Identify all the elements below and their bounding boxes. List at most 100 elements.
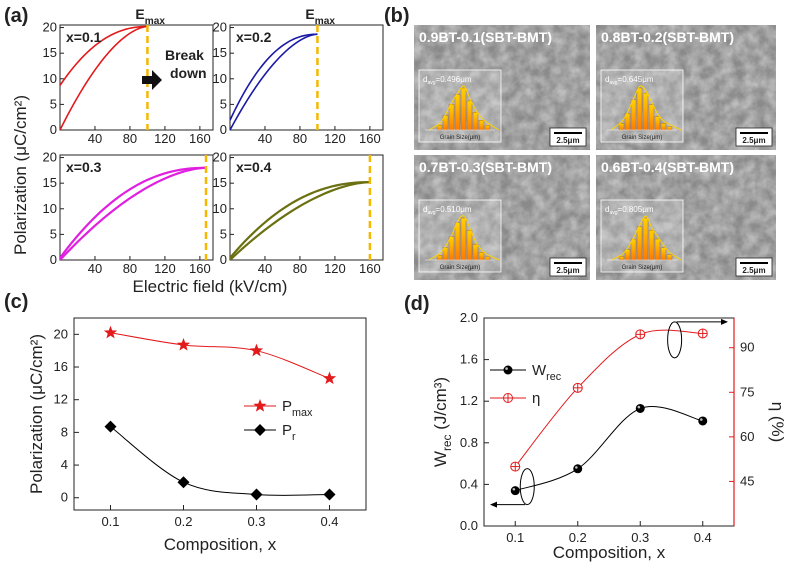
data-point-crosscircle: [635, 329, 646, 340]
inset-y-tick-label: 20: [213, 20, 227, 35]
y-left-tick-label: 0.0: [460, 518, 478, 533]
emax-label-sub: max: [315, 16, 336, 27]
data-point-circle-highlight: [512, 487, 516, 491]
panel-c-polarization-chart: 0.1 0.2 0.3 0.4 0 4 8 12 16 20 Composition, x Polar…: [27, 317, 367, 554]
y-left-tick-label: 1.2: [460, 393, 478, 408]
x-tick-label: 0.2: [569, 530, 587, 545]
grain-average-label: davg=0.496μm: [423, 75, 472, 86]
inset-y-tick-label: 20: [43, 150, 57, 165]
legend-label-sub: r: [292, 431, 296, 443]
histogram-bar: [636, 87, 643, 131]
data-point-crosscircle: [697, 328, 708, 339]
grain-d-symbol: d: [605, 75, 609, 84]
panel-a-ylabel: Polarization (μC/cm²): [11, 95, 30, 255]
y-left-tick-label: 0.4: [460, 476, 478, 491]
inset-x-tick-label: 80: [293, 261, 307, 276]
sem-composition-label: 0.6BT-0.4(SBT-BMT): [601, 159, 734, 175]
data-point-star: [249, 343, 264, 357]
histogram-x-label: Grain Size(μm): [622, 135, 662, 141]
y-axis-title: Polarization (μC/cm²): [27, 334, 46, 494]
histogram-bar: [618, 256, 625, 261]
legend-circle-marker-highlight: [505, 367, 508, 370]
legend-label-main: P: [282, 398, 292, 415]
legend-label: Wrec: [532, 362, 562, 383]
histogram-bar: [660, 247, 667, 261]
x-tick-label: 0.1: [506, 530, 524, 545]
emax-label: Emax: [135, 6, 165, 27]
y-left-tick-label: 1.6: [460, 352, 478, 367]
inset-y-tick-label: 0: [220, 252, 227, 267]
histogram-bar: [660, 123, 667, 131]
loop-charging-curve: [230, 181, 370, 260]
y-left-axis-title: Wrec (J/cm³): [431, 377, 454, 467]
breakdown-label-line1: Break: [165, 47, 204, 63]
data-point-circle-body: [510, 486, 520, 496]
y-right-tick-label: 75: [740, 384, 754, 399]
grain-d-symbol: d: [423, 75, 427, 84]
legend-label-sub: rec: [546, 371, 562, 383]
data-point-circle: [698, 416, 708, 426]
histogram-bar: [478, 252, 485, 261]
x-tick-label: 0.2: [174, 514, 192, 529]
inset-y-tick-label: 10: [213, 71, 227, 86]
y-left-title-sub: rec: [440, 434, 454, 451]
data-point-circle-body: [573, 464, 583, 474]
panel-label-c: (c): [4, 291, 28, 313]
sem-composition-label: 0.9BT-0.1(SBT-BMT): [419, 29, 552, 45]
legend-label: Pmax: [282, 398, 313, 419]
histogram-bar: [618, 123, 625, 131]
inset-x-tick-label: 160: [189, 131, 211, 146]
inset-composition-label: x=0.2: [236, 29, 272, 45]
histogram-fit-curve: [428, 215, 500, 261]
histogram-bar: [448, 103, 455, 131]
grain-d-sub: avg: [609, 80, 617, 86]
panel-d-energy-storage-chart: 0.1 0.2 0.3 0.4 0.0 0.4 0.8 1.2 1.6 2.0 45 60 75 90 Co…: [431, 310, 786, 562]
data-point-star: [322, 371, 337, 385]
sem-image-1: 0.9BT-0.1(SBT-BMT) 2.5μm davg=0.496μm Grain…: [414, 25, 590, 150]
data-point-diamond: [250, 488, 263, 501]
histogram-x-label: Grain Size(μm): [440, 135, 480, 141]
inset-frame: [59, 154, 214, 261]
histogram-bar: [466, 230, 473, 261]
y-tick-label: 12: [54, 392, 68, 407]
loop-charging-curve: [230, 33, 318, 130]
inset-frame: [59, 24, 214, 131]
inset-y-tick-label: 5: [50, 226, 57, 241]
series-line-1: [514, 329, 703, 467]
inset-x-tick-label: 120: [324, 131, 346, 146]
data-point-diamond: [104, 420, 117, 433]
inset-y-tick-label: 10: [43, 201, 57, 216]
loop-discharging-curve: [230, 181, 370, 259]
legend-circle-marker: [503, 365, 513, 375]
panel-label-a: (a): [4, 5, 28, 27]
histogram-bar: [648, 104, 655, 131]
loop-charging-curve: [60, 166, 207, 260]
inset-y-tick-label: 5: [50, 96, 57, 111]
histogram-bar: [654, 116, 661, 131]
hysteresis-inset-4: 40 80 120 160 0 5 10 15 20 x=0.4: [213, 150, 384, 276]
right-arrow-icon: [721, 318, 728, 325]
breakdown-annotation: Break down: [142, 47, 207, 90]
legend-label: Pr: [282, 422, 296, 443]
grain-average-label: davg=0.805μm: [605, 205, 654, 216]
inset-x-tick-label: 80: [293, 131, 307, 146]
scale-bar-label: 2.5μm: [742, 136, 765, 145]
histogram-bar: [484, 256, 491, 261]
y-left-title-unit: (J/cm³): [431, 377, 450, 435]
inset-x-tick-label: 80: [123, 261, 137, 276]
left-axis-indicator-ellipse: [519, 468, 535, 506]
histogram-bar: [484, 124, 491, 131]
plot-frame: [483, 317, 735, 527]
data-point-crosscircle: [510, 461, 521, 472]
legend-star-marker: [253, 399, 267, 412]
x-tick-label: 0.4: [320, 514, 338, 529]
inset-y-tick-label: 15: [43, 45, 57, 60]
legend-label-main: P: [282, 422, 292, 439]
grain-average-label: davg=0.645μm: [605, 75, 654, 86]
inset-y-tick-label: 5: [220, 226, 227, 241]
data-point-circle-highlight: [637, 405, 641, 409]
data-point-circle: [573, 464, 583, 474]
inset-composition-label: x=0.4: [236, 159, 272, 175]
loop-discharging-curve: [230, 33, 318, 121]
data-point-diamond: [323, 488, 336, 501]
